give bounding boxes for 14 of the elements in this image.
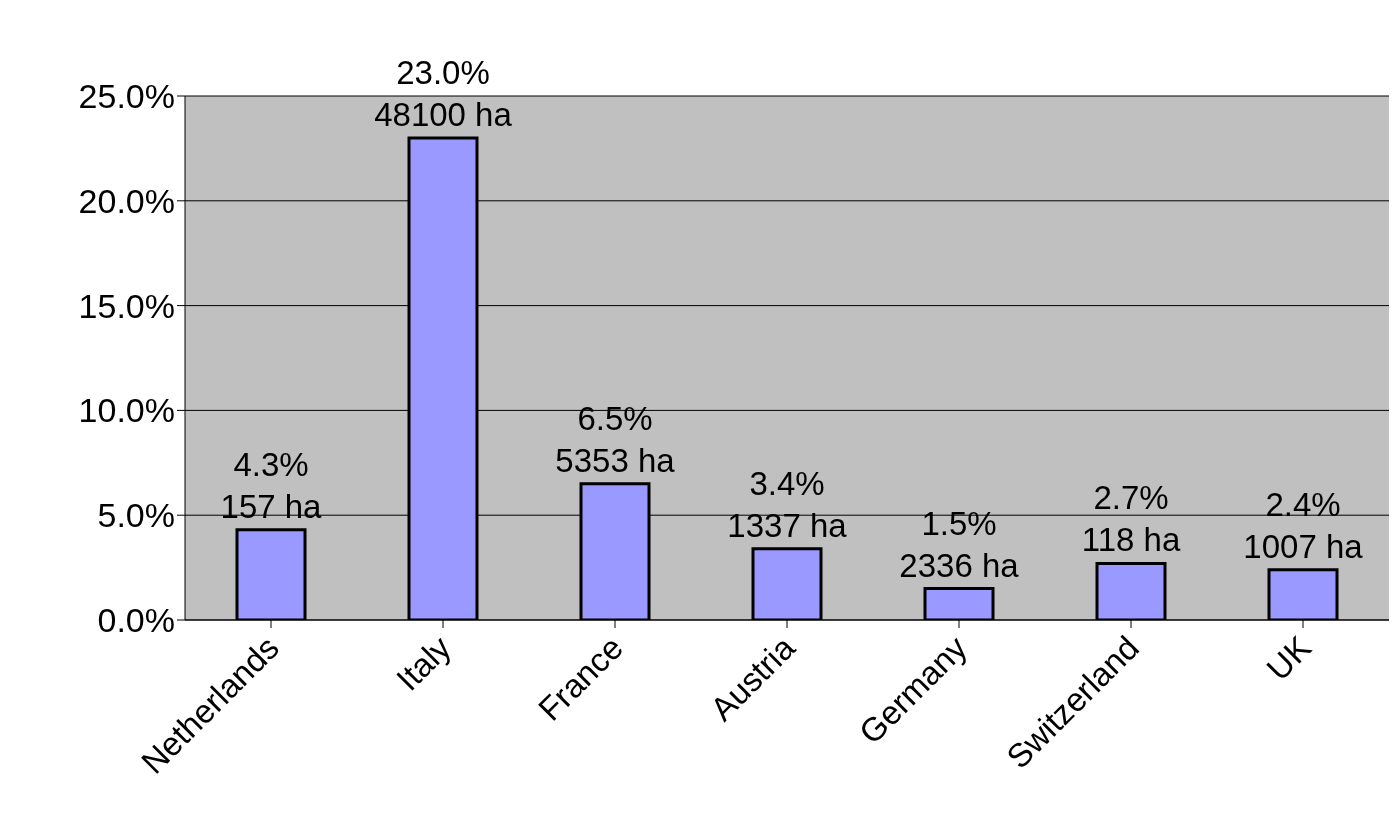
y-tick-label: 15.0% xyxy=(78,286,175,325)
data-label: 1.5% 2336 ha xyxy=(899,504,1020,584)
y-tick-label: 5.0% xyxy=(97,496,175,535)
y-tick-label: 0.0% xyxy=(97,601,175,640)
data-label: 3.4% 1337 ha xyxy=(727,464,848,544)
y-tick-label: 10.0% xyxy=(78,391,175,430)
x-tick-label: UK xyxy=(1259,628,1318,688)
data-label: 2.7% 118 ha xyxy=(1081,479,1181,559)
data-label: 6.5% 5353 ha xyxy=(555,399,676,479)
y-tick-label: 25.0% xyxy=(78,77,175,116)
data-label: 2.4% 1007 ha xyxy=(1243,485,1364,565)
data-label: 23.0% 48100 ha xyxy=(374,53,513,133)
x-tick-label: Italy xyxy=(388,628,459,698)
y-tick-label: 20.0% xyxy=(78,181,175,220)
